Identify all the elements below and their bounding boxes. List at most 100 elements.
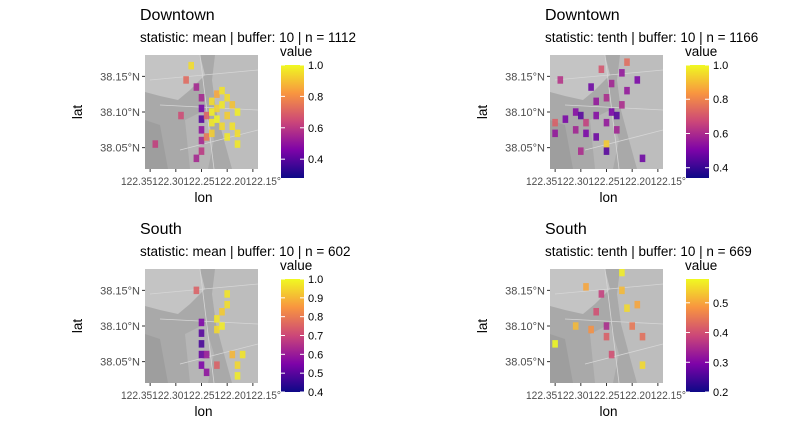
heat-cell [219, 86, 225, 95]
heat-cell [608, 79, 615, 88]
legend-tick-label: 0.4 [713, 328, 728, 340]
heat-cell [619, 286, 625, 295]
chart-subtitle: statistic: tenth | buffer: 10 | n = 669 [545, 244, 752, 259]
heat-cell [152, 140, 159, 148]
heat-cell [214, 90, 220, 98]
y-axis-title: lat [70, 105, 85, 120]
heat-cell [639, 154, 646, 163]
chart-subtitle: statistic: mean | buffer: 10 | n = 602 [140, 244, 351, 259]
heat-cell [634, 76, 641, 84]
chart-title: Downtown [140, 7, 215, 24]
heat-cell [239, 350, 246, 359]
heat-cell [593, 308, 599, 316]
heat-cell [624, 86, 630, 95]
heat-cell [203, 111, 210, 120]
heat-cell [572, 322, 579, 330]
heat-cell [234, 361, 241, 369]
heat-cell [198, 94, 205, 102]
heat-cell [578, 111, 584, 120]
chart-svg: South statistic: mean | buffer: 10 | n = … [70, 221, 351, 419]
heat-cell [588, 83, 594, 91]
legend-tick-label: 0.6 [308, 123, 323, 135]
heat-cell [578, 147, 584, 155]
y-axis-title: lat [475, 105, 490, 120]
heat-cell [203, 368, 210, 377]
x-axis-title: lon [599, 190, 617, 205]
heat-cell [572, 126, 579, 134]
panel-south-tenth: South statistic: tenth | buffer: 10 | n =… [405, 214, 810, 428]
heat-cell [603, 332, 610, 341]
heat-cell [234, 129, 241, 138]
legend-tick-label: 0.7 [308, 331, 323, 343]
heat-cell [229, 350, 236, 359]
legend-tick-label: 0.6 [308, 349, 323, 361]
y-axis-title: lat [475, 319, 490, 334]
chart-subtitle: statistic: mean | buffer: 10 | n = 1112 [140, 30, 356, 45]
heat-cell [198, 115, 205, 123]
heat-cell [198, 329, 205, 337]
heat-cell [219, 308, 225, 316]
legend-title: value [685, 44, 717, 59]
heat-cell [624, 58, 630, 66]
heat-cell [593, 133, 599, 141]
heat-cell [188, 61, 194, 70]
legend-tick-label: 0.9 [308, 293, 323, 305]
heat-cell [593, 97, 599, 106]
y-axis-title: lat [70, 319, 85, 334]
legend-tick-label: 1.0 [308, 60, 323, 72]
heat-cell [603, 322, 610, 330]
heat-cell [583, 283, 589, 291]
heat-cell [203, 133, 210, 141]
legend-tick-label: 0.2 [713, 387, 728, 399]
legend-colorbar [281, 279, 304, 392]
heat-cell [193, 286, 200, 295]
heat-cell [198, 340, 205, 348]
heat-cell [198, 104, 205, 113]
legend-tick-label: 0.4 [308, 387, 323, 399]
heat-cell [588, 325, 594, 334]
heat-cell [634, 300, 641, 309]
heat-cell [224, 290, 230, 298]
heat-cell [224, 111, 230, 120]
heat-cell [639, 361, 646, 369]
y-tick-label: 38.15°N [505, 71, 545, 83]
y-tick-label: 38.05°N [505, 143, 545, 155]
y-tick-label: 38.15°N [100, 71, 140, 83]
x-tick-labels: 122.35122.30122.25122.20122.15° [526, 176, 686, 188]
heat-cell [619, 101, 625, 109]
heat-cell [614, 126, 620, 134]
y-tick-label: 38.05°N [100, 143, 140, 155]
heat-cell [209, 108, 215, 116]
legend-tick-label: 0.3 [713, 357, 728, 369]
panel-downtown-tenth: Downtown statistic: tenth | buffer: 10 | … [405, 0, 810, 214]
panel-south-mean: South statistic: mean | buffer: 10 | n = … [0, 214, 405, 428]
heat-cell [603, 147, 610, 155]
x-tick-labels: 122.35122.30122.25122.20122.15° [121, 390, 281, 402]
y-tick-label: 38.15°N [100, 285, 140, 297]
heat-cell [214, 104, 220, 113]
y-tick-label: 38.10°N [100, 321, 140, 333]
heat-cell [603, 94, 610, 102]
legend-tick-label: 0.8 [308, 312, 323, 324]
legend-tick-label: 1.0 [713, 60, 728, 72]
heat-cell [624, 304, 630, 312]
heat-cell [183, 76, 189, 84]
heat-cell [619, 269, 625, 277]
heat-cell [214, 315, 220, 323]
legend-tick-label: 0.8 [308, 91, 323, 103]
heat-cell [198, 136, 205, 145]
legend-tick-label: 0.5 [713, 298, 728, 310]
heat-cell [552, 129, 558, 138]
y-tick-label: 38.10°N [505, 107, 545, 119]
chart-title: Downtown [545, 7, 620, 24]
heat-cell [614, 111, 620, 120]
x-axis-title: lon [599, 404, 617, 419]
heat-cell [629, 322, 635, 330]
panel-downtown-mean: Downtown statistic: mean | buffer: 10 | n… [0, 0, 405, 214]
y-tick-label: 38.10°N [100, 107, 140, 119]
heat-cell [234, 372, 241, 380]
heat-cell [193, 83, 200, 91]
heat-cell [178, 111, 184, 120]
legend-tick-label: 0.6 [713, 128, 728, 140]
heat-cell [562, 115, 569, 123]
